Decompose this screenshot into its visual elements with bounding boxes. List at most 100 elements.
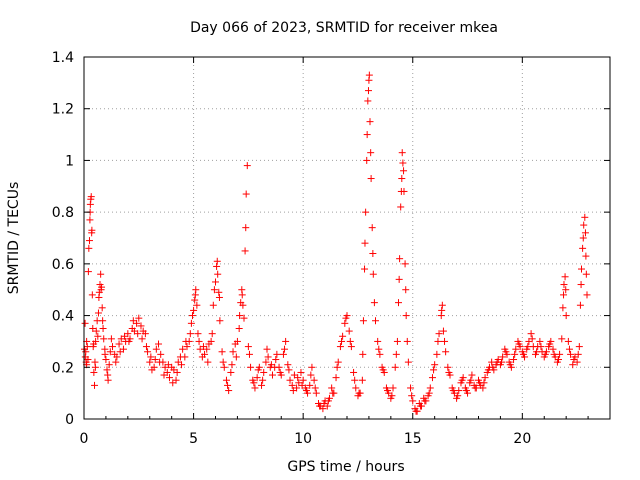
data-point bbox=[397, 187, 405, 195]
data-point bbox=[284, 361, 292, 369]
data-point bbox=[240, 314, 248, 322]
data-point bbox=[236, 312, 244, 320]
data-point bbox=[576, 301, 584, 309]
y-tick-label: 0.6 bbox=[52, 257, 74, 273]
data-point bbox=[536, 337, 544, 345]
data-point bbox=[334, 358, 342, 366]
data-point bbox=[106, 348, 114, 356]
data-point bbox=[367, 175, 375, 183]
data-point bbox=[479, 384, 487, 392]
data-point bbox=[116, 348, 124, 356]
data-point bbox=[156, 358, 164, 366]
y-tick-label: 0.8 bbox=[52, 205, 74, 221]
data-point bbox=[285, 366, 293, 374]
data-point bbox=[369, 270, 377, 278]
data-point bbox=[582, 270, 590, 278]
data-point bbox=[112, 358, 120, 366]
data-point bbox=[94, 332, 102, 340]
data-point bbox=[471, 384, 479, 392]
data-point bbox=[506, 361, 514, 369]
data-point bbox=[388, 392, 396, 400]
data-point bbox=[579, 234, 587, 242]
data-point bbox=[567, 350, 575, 358]
x-tick-label: 20 bbox=[513, 431, 531, 447]
data-point bbox=[297, 368, 305, 376]
data-point bbox=[341, 319, 349, 327]
data-point bbox=[137, 322, 145, 330]
data-point bbox=[97, 286, 105, 294]
data-point bbox=[83, 343, 91, 351]
data-point bbox=[367, 149, 375, 157]
data-point bbox=[515, 340, 523, 348]
data-point bbox=[105, 361, 113, 369]
data-point bbox=[108, 343, 116, 351]
data-point bbox=[258, 381, 266, 389]
data-point bbox=[85, 244, 93, 252]
data-point bbox=[99, 317, 107, 325]
data-point bbox=[267, 361, 275, 369]
data-point bbox=[125, 337, 133, 345]
y-tick-label: 0 bbox=[65, 412, 74, 428]
data-point bbox=[253, 374, 261, 382]
data-point bbox=[103, 366, 111, 374]
data-point bbox=[371, 317, 379, 325]
data-point bbox=[92, 327, 100, 335]
data-point bbox=[364, 87, 372, 95]
data-point bbox=[183, 343, 191, 351]
data-points bbox=[80, 71, 591, 415]
data-point bbox=[121, 332, 129, 340]
data-point bbox=[350, 368, 358, 376]
data-point bbox=[310, 376, 318, 384]
data-point bbox=[425, 389, 433, 397]
data-point bbox=[220, 363, 228, 371]
data-point bbox=[454, 392, 462, 400]
data-point bbox=[164, 361, 172, 369]
data-point bbox=[554, 356, 562, 364]
data-point bbox=[302, 387, 310, 395]
data-point bbox=[361, 265, 369, 273]
data-point bbox=[213, 262, 221, 270]
data-point bbox=[320, 399, 328, 407]
data-point bbox=[578, 265, 586, 273]
data-point bbox=[438, 301, 446, 309]
data-point bbox=[102, 356, 110, 364]
data-point bbox=[570, 356, 578, 364]
data-point bbox=[562, 312, 570, 320]
data-point bbox=[98, 304, 106, 312]
data-point bbox=[115, 340, 123, 348]
data-point bbox=[191, 296, 199, 304]
data-point bbox=[332, 374, 340, 382]
data-point bbox=[187, 319, 195, 327]
data-point bbox=[549, 345, 557, 353]
data-point bbox=[401, 260, 409, 268]
data-point bbox=[312, 389, 320, 397]
data-point bbox=[243, 162, 251, 170]
data-point bbox=[95, 293, 103, 301]
data-point bbox=[392, 350, 400, 358]
data-point bbox=[416, 402, 424, 410]
data-point bbox=[579, 244, 587, 252]
data-point bbox=[369, 250, 377, 258]
data-point bbox=[244, 343, 252, 351]
y-axis-label: SRMTID / TECUs bbox=[6, 182, 22, 295]
data-point bbox=[238, 291, 246, 299]
data-point bbox=[160, 371, 168, 379]
data-point bbox=[251, 384, 259, 392]
data-point bbox=[225, 387, 233, 395]
data-point bbox=[219, 358, 227, 366]
data-point bbox=[194, 330, 202, 338]
data-point bbox=[438, 306, 446, 314]
data-point bbox=[375, 345, 383, 353]
data-point bbox=[212, 278, 219, 286]
data-point bbox=[468, 371, 476, 379]
data-point bbox=[268, 371, 276, 379]
data-point bbox=[359, 317, 367, 325]
data-point bbox=[379, 366, 387, 374]
data-point bbox=[218, 348, 226, 356]
data-point bbox=[279, 350, 287, 358]
data-point bbox=[88, 226, 96, 234]
data-point bbox=[363, 156, 371, 164]
data-point bbox=[402, 312, 410, 320]
data-point bbox=[426, 384, 434, 392]
data-point bbox=[129, 317, 137, 325]
